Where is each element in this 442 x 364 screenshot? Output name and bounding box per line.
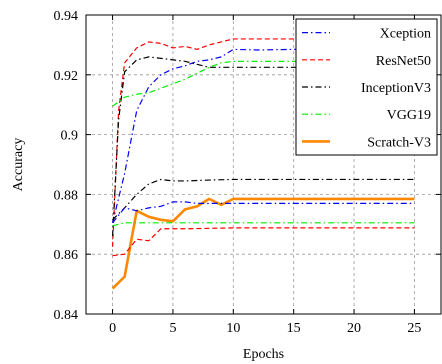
legend: Xception ResNet50 InceptionV3 VGG19 Scratch-…: [295, 18, 438, 156]
series-line-unlabeled-7: [112, 227, 415, 257]
series-line-inceptionv3: [111, 56, 415, 237]
series-line-unlabeled-8: [112, 222, 415, 227]
tick-layer: 0 5 10 15 20 25 0.84 0.86 0.88 0.9 0.92 0.94: [54, 9, 441, 336]
y-tick-label: 0.86: [54, 248, 79, 263]
series-line-vgg19: [112, 60, 415, 107]
series-line-unlabeled-5: [112, 178, 415, 221]
legend-label: VGG19: [387, 108, 431, 123]
x-axis-title: Epochs: [243, 347, 284, 362]
x-tick-label: 5: [169, 321, 176, 336]
series-line-unlabeled-6: [112, 201, 415, 224]
series-line-scratch-v3: [111, 197, 415, 290]
legend-label: InceptionV3: [361, 81, 431, 96]
x-tick-label: 10: [226, 321, 240, 336]
series-layer: [111, 38, 415, 290]
plot-frame: [85, 14, 442, 315]
y-axis-title: Accuracy: [11, 138, 26, 192]
y-tick-label: 0.88: [54, 188, 79, 203]
x-tick-label: 0: [109, 321, 116, 336]
x-tick-label: 25: [407, 321, 421, 336]
legend-label: Scratch-V3: [367, 135, 431, 150]
series-line-xception: [111, 48, 415, 223]
y-tick-label: 0.9: [61, 129, 79, 144]
y-tick-label: 0.84: [54, 308, 79, 323]
x-tick-label: 15: [287, 321, 301, 336]
legend-label: ResNet50: [376, 54, 431, 69]
series-line-resnet50: [111, 38, 415, 247]
y-tick-label: 0.92: [54, 69, 79, 84]
legend-label: Xception: [380, 27, 431, 42]
x-tick-label: 20: [347, 321, 361, 336]
y-tick-label: 0.94: [54, 9, 79, 24]
